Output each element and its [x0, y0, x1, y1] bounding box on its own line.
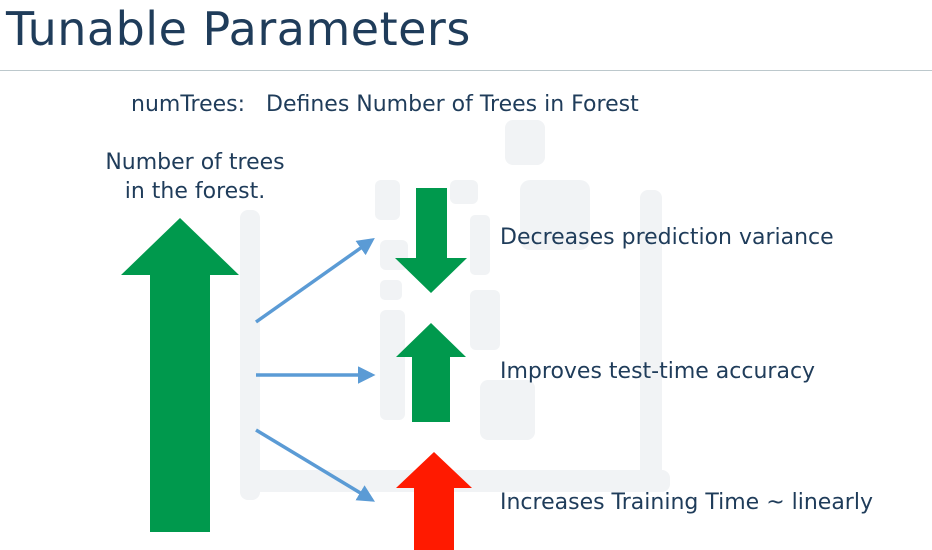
big-up-arrow — [121, 218, 239, 532]
left-label-line-2: in the forest. — [124, 179, 266, 204]
subtitle: numTrees: Defines Number of Trees in For… — [131, 92, 639, 117]
left-label: Number of trees in the forest. — [95, 148, 295, 206]
effect-arrow-down-green — [395, 188, 467, 293]
connector-arrow-3 — [255, 428, 375, 502]
effect-arrow-up-green — [396, 323, 466, 422]
watermark-logo — [240, 120, 670, 500]
effect-label-training-time: Increases Training Time ~ linearly — [500, 490, 873, 515]
effect-label-variance: Decreases prediction variance — [500, 225, 834, 250]
connector-arrow-1 — [254, 237, 375, 324]
effect-arrow-up-red — [396, 452, 472, 550]
left-label-line-1: Number of trees — [105, 150, 285, 175]
effect-label-accuracy: Improves test-time accuracy — [500, 359, 816, 384]
title-divider — [0, 70, 932, 71]
slide-title: Tunable Parameters — [6, 2, 471, 56]
